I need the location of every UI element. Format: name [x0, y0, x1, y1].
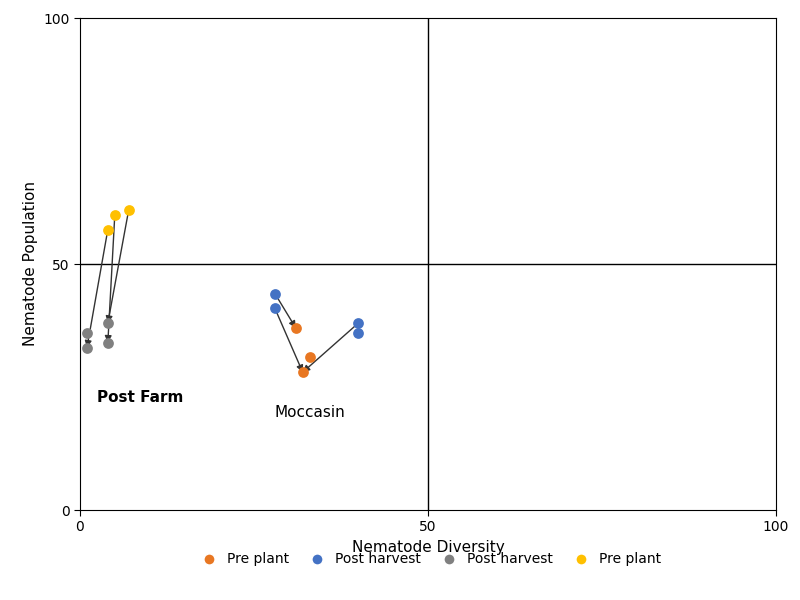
Point — [81, 343, 94, 352]
Point — [102, 318, 114, 328]
Point — [296, 367, 309, 377]
Point — [81, 328, 94, 338]
Point — [122, 205, 135, 215]
Point — [303, 353, 316, 362]
Point — [102, 225, 114, 235]
Point — [352, 328, 365, 338]
Point — [352, 318, 365, 328]
X-axis label: Nematode Diversity: Nematode Diversity — [352, 540, 504, 555]
Point — [269, 289, 282, 298]
Text: Post Farm: Post Farm — [98, 390, 184, 405]
Point — [269, 304, 282, 313]
Text: Moccasin: Moccasin — [275, 404, 346, 419]
Point — [108, 210, 122, 220]
Point — [290, 323, 302, 333]
Legend: Pre plant, Post harvest, Post harvest, Pre plant: Pre plant, Post harvest, Post harvest, P… — [190, 547, 666, 572]
Point — [102, 338, 114, 347]
Y-axis label: Nematode Population: Nematode Population — [22, 181, 38, 346]
